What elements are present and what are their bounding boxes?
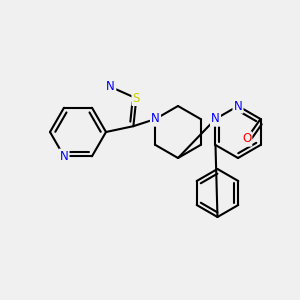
- Text: S: S: [133, 92, 140, 105]
- Text: O: O: [242, 133, 251, 146]
- Text: N: N: [211, 112, 220, 125]
- Text: N: N: [151, 112, 160, 125]
- Text: N: N: [234, 100, 242, 112]
- Text: N: N: [60, 150, 68, 163]
- Text: N: N: [106, 80, 115, 93]
